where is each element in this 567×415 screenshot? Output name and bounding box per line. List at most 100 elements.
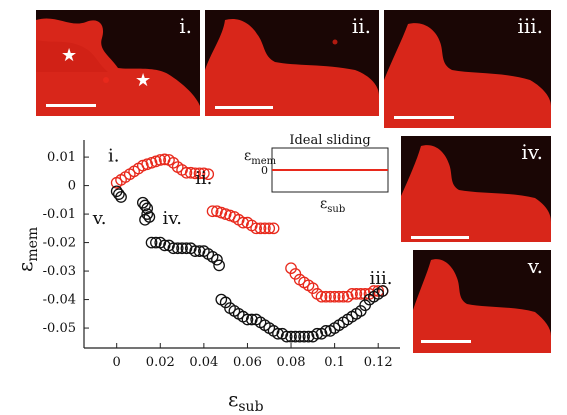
data-point-black: [145, 236, 158, 249]
y-tick-label: -0.03: [43, 264, 76, 279]
data-point-black: [139, 199, 151, 212]
data-point-black: [180, 242, 193, 255]
data-point-red: [250, 222, 263, 235]
y-axis-label: εmem: [13, 227, 41, 272]
point-annotation: iv.: [162, 208, 182, 229]
data-point-black: [241, 313, 254, 326]
cell-image: [401, 136, 551, 242]
data-point-black: [176, 242, 188, 255]
point-annotation: ii.: [195, 168, 212, 189]
y-tick-label: -0.05: [43, 321, 76, 336]
data-point-red: [337, 290, 350, 303]
data-point-black: [115, 191, 127, 203]
x-axis-label: εsub: [228, 387, 264, 415]
y-tick-label: -0.01: [43, 207, 76, 222]
data-point-black: [311, 327, 324, 340]
data-point-red: [237, 216, 249, 229]
data-point-red: [328, 290, 341, 303]
data-point-black: [298, 330, 310, 343]
cell-image: [36, 10, 200, 116]
data-point-red: [154, 154, 167, 166]
cell-image: [205, 10, 379, 116]
data-point-red: [263, 222, 276, 235]
data-point-red: [189, 167, 201, 180]
inset-title: Ideal sliding: [289, 133, 370, 148]
star-marker-1: ★: [61, 45, 78, 66]
data-point-red: [167, 156, 180, 169]
data-point-red: [198, 167, 210, 180]
panel-label: i.: [179, 14, 192, 38]
point-annotation: iii.: [369, 268, 392, 289]
data-point-black: [280, 330, 293, 343]
panel-label: v.: [527, 254, 543, 278]
scale-bar: [411, 236, 469, 239]
data-point-red: [350, 288, 363, 300]
data-point-red: [206, 205, 219, 218]
x-tick-label: 0: [113, 355, 121, 370]
data-point-black: [320, 325, 332, 337]
data-point-black: [302, 330, 315, 343]
data-point-black: [141, 208, 154, 220]
x-tick-label: 0.02: [146, 355, 175, 370]
data-point-red: [315, 290, 328, 303]
cell-image: [413, 250, 551, 353]
data-point-red: [184, 166, 197, 179]
panel-label: ii.: [351, 14, 371, 38]
data-point-black: [171, 242, 184, 255]
data-point-red: [193, 167, 206, 180]
inset-x-label: εsub: [320, 196, 345, 215]
micrograph-panel-ii: ii.: [205, 10, 379, 116]
data-point-black: [113, 188, 125, 200]
scale-bar: [215, 106, 273, 109]
micrograph-panel-iii: iii.: [384, 10, 551, 128]
star-marker-2: ★: [135, 70, 152, 91]
y-tick-label: 0: [68, 179, 76, 194]
data-point-black: [285, 330, 297, 343]
x-tick-label: 0.08: [277, 355, 306, 370]
data-point-red: [346, 288, 358, 300]
micrograph-panel-iv: iv.: [401, 136, 551, 242]
point-annotation: v.: [92, 208, 107, 229]
data-point-black: [272, 327, 284, 340]
x-tick-label: 0.12: [364, 355, 393, 370]
panel-label: iii.: [517, 14, 543, 38]
data-point-black: [376, 285, 389, 297]
data-point-black: [213, 259, 225, 272]
data-point-black: [150, 236, 162, 249]
panel-label: iv.: [521, 140, 543, 164]
data-point-red: [259, 222, 271, 235]
inset-y-label-subscript: mem: [251, 156, 276, 167]
data-point-red: [354, 288, 367, 300]
data-point-black: [193, 245, 206, 257]
data-point-red: [180, 166, 193, 179]
data-point-black: [211, 253, 223, 266]
data-point-black: [167, 242, 180, 255]
data-point-black: [158, 239, 171, 252]
x-tick-label: 0.04: [189, 355, 218, 370]
y-axis-label-subscript: mem: [25, 227, 41, 262]
data-point-black: [139, 213, 151, 226]
data-point-red: [202, 168, 215, 181]
inset-y-tick-label: 0: [261, 164, 268, 177]
micrograph-panel-v: v.: [413, 250, 551, 353]
data-point-black: [141, 202, 154, 215]
data-point-red: [320, 290, 332, 303]
inset-x-label-subscript: sub: [327, 204, 345, 215]
x-axis-label-subscript: sub: [238, 399, 263, 415]
data-point-black: [189, 245, 201, 257]
point-annotation: i.: [108, 145, 119, 166]
strain-scatter-chart: 0.01 0 -0.01 -0.02 -0.03 -0.04 -0.05 0 0.02 0.04 0…: [13, 133, 400, 415]
scale-bar: [46, 104, 96, 107]
data-point-black: [293, 330, 306, 343]
data-point-red: [267, 222, 280, 235]
data-point-red: [324, 290, 337, 303]
data-point-black: [289, 330, 302, 343]
y-tick-label: -0.04: [43, 293, 76, 308]
data-point-black: [245, 313, 258, 326]
data-point-red: [333, 290, 345, 303]
y-tick-label: 0.01: [47, 150, 76, 165]
cell-image: [384, 10, 551, 128]
x-tick-label: 0.06: [233, 355, 262, 370]
data-point-red: [254, 222, 267, 235]
x-tick-label: 0.1: [324, 355, 345, 370]
